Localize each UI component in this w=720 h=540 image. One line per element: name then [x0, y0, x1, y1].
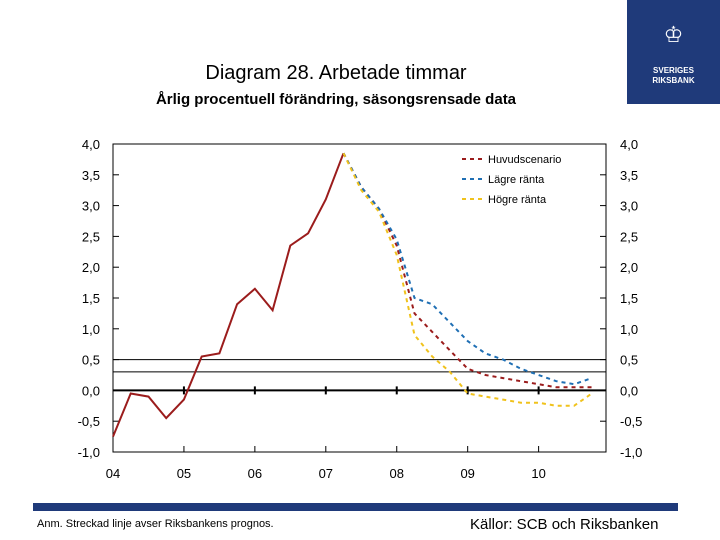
logo-text: SVERIGES RIKSBANK [652, 66, 695, 85]
series-line [342, 152, 592, 389]
series-line [342, 152, 593, 407]
y-tick-label-right: 1,0 [620, 322, 638, 337]
y-tick-label-left: 4,0 [82, 137, 100, 152]
x-tick-label: 06 [248, 466, 262, 481]
brand-bar [33, 503, 678, 511]
x-tick-label: 07 [319, 466, 333, 481]
y-tick-label-right: 0,5 [620, 353, 638, 368]
chart-subtitle: Årlig procentuell förändring, säsongsren… [155, 91, 517, 108]
y-tick-label-left: 1,0 [82, 322, 100, 337]
y-tick-label-left: -0,5 [78, 414, 100, 429]
y-tick-label-left: -1,0 [78, 445, 100, 460]
x-tick-label: 05 [177, 466, 191, 481]
riksbank-logo: ♔ SVERIGES RIKSBANK [627, 0, 720, 104]
y-tick-label-right: 2,5 [620, 229, 638, 244]
crown-emblem-icon: ♔ [663, 22, 684, 47]
y-tick-label-right: 0,0 [620, 383, 638, 398]
legend-label: Lägre ränta [488, 174, 545, 186]
y-tick-label-left: 2,5 [82, 229, 100, 244]
y-tick-label-left: 2,0 [82, 260, 100, 275]
x-tick-label: 08 [390, 466, 404, 481]
y-tick-label-right: -1,0 [620, 445, 642, 460]
y-tick-label-left: 3,5 [82, 168, 100, 183]
y-tick-label-left: 3,0 [82, 199, 100, 214]
chart-title: Diagram 28. Arbetade timmar [205, 62, 467, 84]
y-tick-label-left: 1,5 [82, 291, 100, 306]
y-tick-label-left: 0,5 [82, 353, 100, 368]
footnote: Anm. Streckad linje avser Riksbankens pr… [37, 518, 274, 530]
x-tick-label: 04 [106, 466, 120, 481]
source-text: Källor: SCB och Riksbanken [470, 516, 659, 533]
series-line [112, 152, 345, 437]
legend-label: Huvudscenario [488, 154, 561, 166]
y-tick-label-right: -0,5 [620, 414, 642, 429]
x-tick-label: 10 [531, 466, 545, 481]
y-tick-label-left: 0,0 [82, 383, 100, 398]
y-tick-label-right: 3,0 [620, 199, 638, 214]
y-tick-label-right: 2,0 [620, 260, 638, 275]
y-tick-label-right: 3,5 [620, 168, 638, 183]
legend-label: Högre ränta [488, 194, 547, 206]
series-line [342, 152, 593, 386]
y-tick-label-right: 1,5 [620, 291, 638, 306]
y-tick-label-right: 4,0 [620, 137, 638, 152]
x-tick-label: 09 [460, 466, 474, 481]
